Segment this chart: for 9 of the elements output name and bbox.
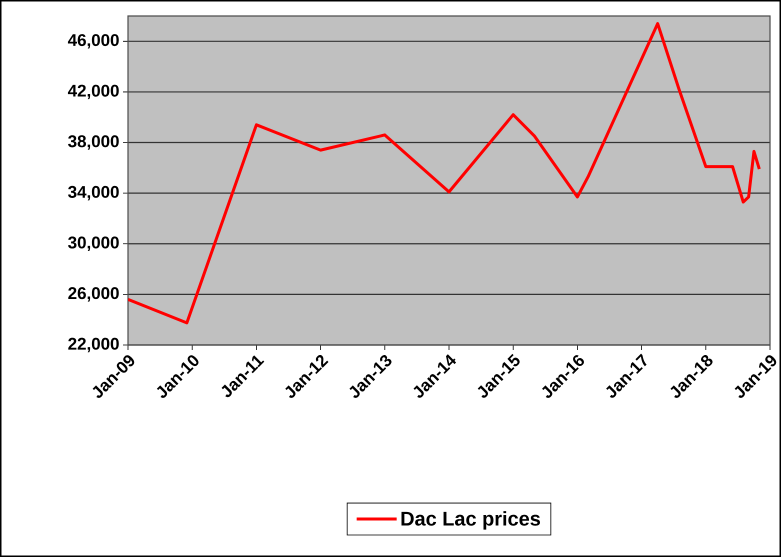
legend-label: Dac Lac prices bbox=[402, 511, 540, 530]
y-tick-label: 22,000 bbox=[68, 338, 119, 352]
line-series bbox=[128, 22, 761, 324]
y-tick-label: 34,000 bbox=[68, 186, 119, 200]
y-tick-label: 42,000 bbox=[68, 84, 119, 100]
y-tick-label: 26,000 bbox=[68, 287, 119, 302]
y-tick-label: 46,000 bbox=[68, 34, 119, 49]
y-tick-label: 38,000 bbox=[68, 135, 119, 150]
y-tick-label: 30,000 bbox=[68, 236, 119, 251]
